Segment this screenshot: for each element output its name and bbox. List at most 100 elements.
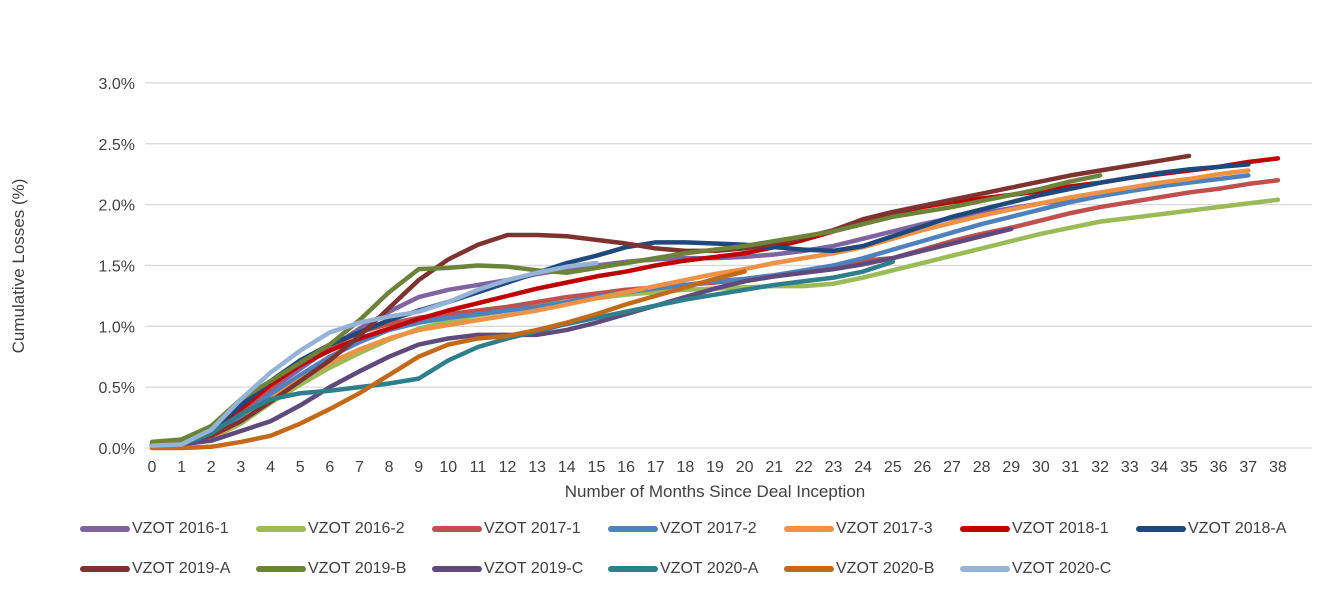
x-tick-label: 1 — [177, 459, 186, 476]
series-line-vzot-2019-b — [149, 173, 1103, 445]
legend-item-vzot-2020-a: VZOT 2020-A — [608, 558, 784, 580]
x-tick-label: 34 — [1151, 459, 1169, 476]
x-tick-label: 17 — [647, 459, 665, 476]
x-tick-label: 23 — [825, 459, 843, 476]
x-tick-label: 33 — [1121, 459, 1139, 476]
x-tick-label: 4 — [266, 459, 275, 476]
x-tick-label: 15 — [588, 459, 606, 476]
legend-label: VZOT 2016-2 — [308, 520, 405, 537]
x-tick-label: 6 — [325, 459, 334, 476]
plot-area: 0.0%0.5%1.0%1.5%2.0%2.5%3.0%0 1 2 3 4 5 6 7 8 9 10… — [99, 76, 1312, 476]
series-line-vzot-2017-2 — [149, 173, 1251, 448]
x-tick-label: 27 — [943, 459, 961, 476]
y-axis-title: Cumulative Losses (%) — [9, 178, 28, 354]
legend-swatch — [1136, 526, 1186, 532]
x-tick-label: 22 — [795, 459, 813, 476]
legend-item-vzot-2018-1: VZOT 2018-1 — [960, 518, 1136, 540]
legend-item-vzot-2019-a: VZOT 2019-A — [80, 558, 256, 580]
x-tick-label: 21 — [765, 459, 783, 476]
x-tick-label: 24 — [854, 459, 872, 476]
legend-swatch — [960, 566, 1010, 572]
x-tick-label: 3 — [236, 459, 245, 476]
x-tick-label: 13 — [528, 459, 546, 476]
x-tick-label: 10 — [439, 459, 457, 476]
x-tick-label: 38 — [1269, 459, 1287, 476]
x-tick-label: 20 — [736, 459, 754, 476]
x-tick-label: 5 — [296, 459, 305, 476]
x-tick-label: 35 — [1180, 459, 1198, 476]
x-tick-label: 28 — [973, 459, 991, 476]
x-tick-label: 8 — [385, 459, 394, 476]
legend-label: VZOT 2019-C — [484, 560, 584, 577]
x-tick-label: 11 — [470, 459, 487, 476]
legend-swatch — [784, 526, 834, 532]
x-tick-label: 31 — [1062, 459, 1080, 476]
legend-label: VZOT 2018-1 — [1012, 520, 1109, 537]
x-tick-label: 2 — [207, 459, 216, 476]
legend-item-vzot-2016-2: VZOT 2016-2 — [256, 518, 432, 540]
legend-item-vzot-2019-c: VZOT 2019-C — [432, 558, 608, 580]
x-tick-label: 29 — [1002, 459, 1020, 476]
series-line-vzot-2020-b — [149, 269, 747, 451]
legend-swatch — [960, 526, 1010, 532]
legend-swatch — [432, 526, 482, 532]
series-line-vzot-2018-1 — [149, 156, 1281, 448]
legend-item-vzot-2017-1: VZOT 2017-1 — [432, 518, 608, 540]
x-tick-label: 36 — [1210, 459, 1228, 476]
legend-item-vzot-2018-a: VZOT 2018-A — [1136, 518, 1312, 540]
y-tick-label: 3.0% — [99, 76, 135, 93]
legend-label: VZOT 2020-B — [836, 560, 935, 577]
x-tick-label: 18 — [676, 459, 694, 476]
legend-label: VZOT 2019-B — [308, 560, 407, 577]
x-tick-label: 14 — [558, 459, 576, 476]
series-line-vzot-2016-2 — [149, 197, 1281, 448]
legend-label: VZOT 2018-A — [1188, 520, 1287, 537]
series-line-vzot-2019-a — [149, 153, 1192, 447]
series-line-vzot-2019-c — [149, 226, 1014, 448]
x-tick-label: 12 — [499, 459, 517, 476]
legend-item-vzot-2020-c: VZOT 2020-C — [960, 558, 1136, 580]
legend-item-vzot-2016-1: VZOT 2016-1 — [80, 518, 256, 540]
x-tick-label: 32 — [1091, 459, 1109, 476]
x-tick-label: 16 — [617, 459, 635, 476]
y-tick-label: 2.5% — [99, 137, 135, 154]
y-tick-label: 1.5% — [99, 258, 135, 275]
x-tick-label: 0 — [148, 459, 157, 476]
legend-swatch — [608, 526, 658, 532]
legend-label: VZOT 2017-1 — [484, 520, 581, 537]
legend-swatch — [80, 526, 130, 532]
x-tick-label: 30 — [1032, 459, 1050, 476]
x-tick-label: 26 — [913, 459, 931, 476]
chart-legend: VZOT 2016-1 VZOT 2016-2 VZOT 2017-1 VZOT 20… — [0, 518, 1327, 580]
legend-label: VZOT 2020-C — [1012, 560, 1112, 577]
legend-item-vzot-2017-3: VZOT 2017-3 — [784, 518, 960, 540]
series-line-vzot-2020-c — [149, 260, 599, 448]
legend-row-2: VZOT 2019-A VZOT 2019-B VZOT 2019-C VZOT 20… — [0, 558, 1327, 580]
y-tick-label: 0.5% — [99, 380, 135, 397]
legend-swatch — [80, 566, 130, 572]
legend-item-vzot-2017-2: VZOT 2017-2 — [608, 518, 784, 540]
x-tick-label: 25 — [884, 459, 902, 476]
legend-item-vzot-2019-b: VZOT 2019-B — [256, 558, 432, 580]
legend-swatch — [256, 566, 306, 572]
x-tick-label: 19 — [706, 459, 724, 476]
legend-item-vzot-2020-b: VZOT 2020-B — [784, 558, 960, 580]
legend-label: VZOT 2017-2 — [660, 520, 757, 537]
x-axis-title: Number of Months Since Deal Inception — [564, 482, 866, 501]
legend-row-1: VZOT 2016-1 VZOT 2016-2 VZOT 2017-1 VZOT 20… — [0, 518, 1327, 540]
legend-label: VZOT 2017-3 — [836, 520, 933, 537]
y-tick-label: 0.0% — [99, 441, 135, 458]
y-tick-label: 1.0% — [99, 319, 135, 336]
series-line-vzot-2020-a — [149, 259, 895, 448]
legend-swatch — [608, 566, 658, 572]
legend-swatch — [256, 526, 306, 532]
legend-label: VZOT 2020-A — [660, 560, 759, 577]
legend-swatch — [432, 566, 482, 572]
legend-swatch — [784, 566, 834, 572]
series-line-vzot-2017-3 — [149, 168, 1251, 448]
x-tick-label: 9 — [414, 459, 423, 476]
legend-label: VZOT 2019-A — [132, 560, 231, 577]
x-tick-label: 37 — [1239, 459, 1257, 476]
legend-label: VZOT 2016-1 — [132, 520, 229, 537]
